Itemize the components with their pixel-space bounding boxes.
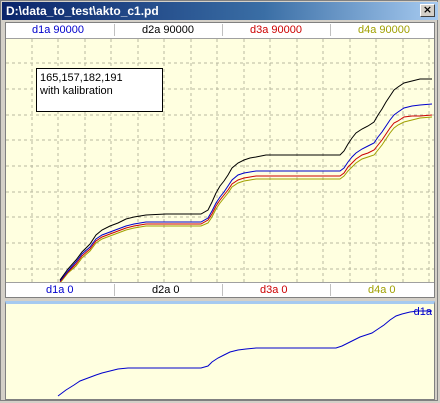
channel-label-d1a-bottom: d1a 0 bbox=[46, 284, 74, 296]
channel-header-top: d1a 90000 d2a 90000 d3a 90000 d4a 90000 bbox=[6, 23, 434, 39]
close-icon[interactable]: × bbox=[420, 4, 435, 17]
channel-label-d2a-top: d2a 90000 bbox=[142, 24, 194, 36]
trace-d1a-lower bbox=[57, 310, 432, 397]
channel-label-d2a-bottom: d2a 0 bbox=[152, 284, 180, 296]
channel-label-d4a-top: d4a 90000 bbox=[358, 24, 410, 36]
trace-d4a bbox=[59, 116, 433, 284]
title-bar[interactable]: D:\data_to_test\akto_c1.pd × bbox=[2, 2, 438, 20]
grid-lines bbox=[6, 39, 434, 283]
info-box-line2: with kalibration bbox=[40, 85, 113, 97]
lower-plot-panel[interactable]: d1a bbox=[5, 301, 435, 400]
trace-d2a bbox=[59, 78, 432, 281]
lower-plot-area[interactable] bbox=[6, 304, 434, 400]
channel-label-d3a-top: d3a 90000 bbox=[250, 24, 302, 36]
channel-label-d4a-bottom: d4a 0 bbox=[368, 284, 396, 296]
channel-label-d1a-top: d1a 90000 bbox=[32, 24, 84, 36]
channel-footer-bottom: d1a 0 d2a 0 d3a 0 d4a 0 bbox=[6, 282, 434, 297]
trace-d3a bbox=[59, 114, 433, 283]
channel-label-d3a-bottom: d3a 0 bbox=[260, 284, 288, 296]
info-box-line1: 165,157,182,191 bbox=[40, 72, 123, 84]
upper-plot-panel[interactable]: d1a 90000 d2a 90000 d3a 90000 d4a 90000 bbox=[5, 22, 435, 298]
window-title: D:\data_to_test\akto_c1.pd bbox=[6, 4, 159, 18]
lower-trace-label: d1a bbox=[413, 306, 432, 318]
info-box: 165,157,182,191 with kalibration bbox=[36, 68, 163, 112]
trace-d1a bbox=[59, 103, 433, 282]
upper-plot-area[interactable] bbox=[6, 23, 434, 297]
